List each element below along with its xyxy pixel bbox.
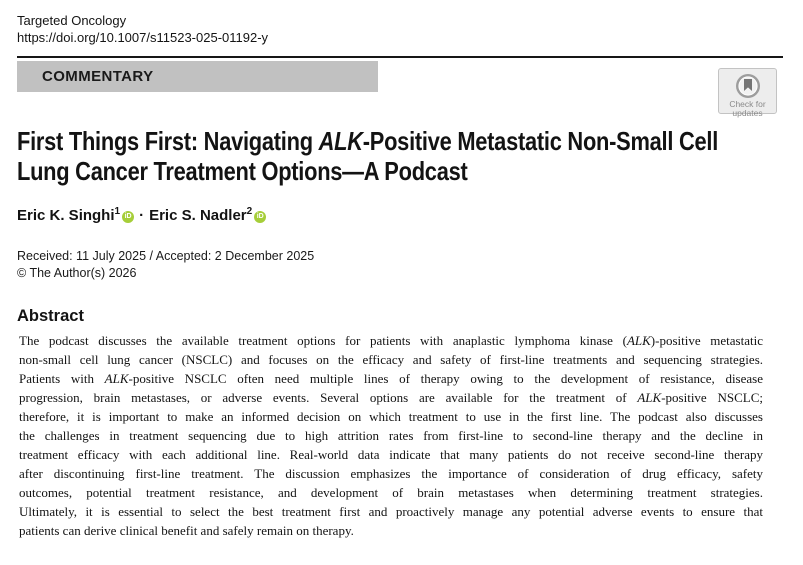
- orcid-icon[interactable]: iD: [254, 211, 267, 223]
- article-type-label: COMMENTARY: [42, 68, 154, 85]
- doi-link[interactable]: https://doi.org/10.1007/s11523-025-01192…: [17, 30, 269, 45]
- article-title: First Things First: Navigating ALK-Posit…: [17, 126, 719, 186]
- copyright-notice: © The Author(s) 2026: [17, 266, 137, 280]
- author-separator: ·: [139, 207, 145, 224]
- article-meta: Received: 11 July 2025 / Accepted: 2 Dec…: [17, 248, 314, 282]
- article-type-banner: COMMENTARY: [17, 61, 378, 92]
- journal-name: Targeted Oncology: [17, 13, 127, 28]
- abstract-text: The podcast discusses the available trea…: [19, 333, 763, 538]
- author-name: Eric K. Singhi: [17, 207, 115, 224]
- crossmark-badge[interactable]: Check for updates: [718, 68, 777, 118]
- author-line: Eric K. Singhi1 iD · Eric S. Nadler2 iD: [17, 206, 267, 224]
- crossmark-bookmark-icon: [735, 74, 760, 98]
- orcid-icon[interactable]: iD: [122, 211, 135, 223]
- author-affiliation-sup: 2: [246, 206, 253, 217]
- abstract-heading: Abstract: [17, 307, 84, 325]
- author-affiliation-sup: 1: [114, 206, 121, 217]
- received-accepted-dates: Received: 11 July 2025 / Accepted: 2 Dec…: [17, 249, 315, 263]
- header-rule: [17, 56, 783, 58]
- crossmark-label: Check for updates: [729, 99, 766, 118]
- author-name: Eric S. Nadler: [149, 207, 247, 224]
